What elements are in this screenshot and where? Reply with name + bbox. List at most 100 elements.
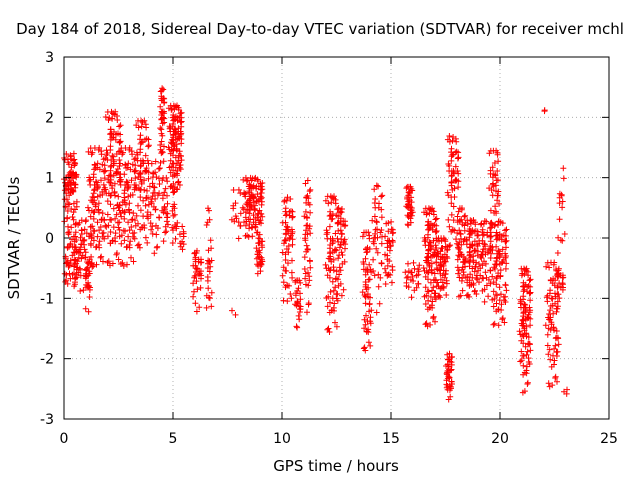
- data-point-1278: [333, 291, 340, 298]
- data-point-599: [144, 187, 150, 194]
- data-point-2173: [521, 388, 528, 395]
- data-point-2268: [553, 349, 560, 356]
- data-point-2000: [495, 158, 502, 165]
- data-point-1285: [331, 300, 338, 307]
- data-point-280: [88, 232, 95, 239]
- data-point-2119: [496, 234, 503, 241]
- data-point-644: [149, 174, 156, 181]
- data-point-1985: [480, 275, 487, 282]
- data-point-431: [107, 131, 114, 138]
- data-point-1488: [405, 189, 412, 196]
- data-point-679: [158, 108, 165, 115]
- data-point-1496: [405, 198, 412, 205]
- data-point-689: [162, 185, 169, 192]
- data-point-192: [76, 219, 83, 226]
- data-point-256: [98, 151, 105, 158]
- data-point-1505: [411, 287, 418, 294]
- data-point-1427: [382, 265, 388, 272]
- data-point-1760: [454, 155, 461, 162]
- data-point-684: [160, 158, 167, 165]
- data-point-1005: [250, 194, 257, 201]
- data-point-1176: [307, 209, 314, 216]
- x-axis-ticks: 0 5 10 15 20 25: [60, 57, 618, 447]
- data-point-1373: [368, 307, 375, 314]
- data-point-1257: [332, 284, 339, 291]
- data-point-570: [143, 135, 150, 142]
- data-point-13: [69, 252, 76, 259]
- data-point-1672: [435, 283, 442, 290]
- data-point-1182: [302, 180, 309, 187]
- data-point-965: [242, 214, 249, 221]
- data-point-1492: [406, 197, 413, 204]
- data-point-2287: [548, 321, 555, 328]
- data-point-1581: [422, 242, 429, 249]
- data-point-470: [115, 148, 122, 155]
- data-point-511: [118, 213, 125, 220]
- data-point-1396: [378, 214, 385, 221]
- data-point-422: [108, 162, 115, 169]
- data-point-621: [147, 211, 154, 218]
- data-point-699: [161, 206, 168, 213]
- data-point-2137: [524, 348, 531, 355]
- data-point-1435: [384, 262, 391, 269]
- data-point-1718: [447, 383, 454, 390]
- data-point-1030: [252, 207, 259, 214]
- data-point-42: [67, 275, 74, 282]
- data-point-269: [99, 210, 106, 217]
- data-point-2082: [499, 258, 506, 265]
- data-point-1562: [422, 301, 429, 307]
- data-point-1623: [427, 321, 434, 328]
- y-tick-label-0: 0: [45, 231, 54, 247]
- data-point-2285: [544, 342, 551, 349]
- data-point-1270: [325, 293, 332, 300]
- data-point-1823: [461, 213, 468, 220]
- data-point-793: [167, 183, 174, 190]
- data-point-1843: [457, 292, 464, 299]
- data-point-1094: [283, 197, 290, 204]
- data-point-1299: [336, 244, 343, 251]
- data-point-1385: [375, 271, 382, 278]
- data-point-420: [116, 202, 123, 208]
- data-point-945: [252, 216, 259, 222]
- data-point-262: [88, 207, 95, 214]
- data-point-2319: [561, 231, 568, 237]
- data-point-2206: [521, 286, 528, 293]
- data-point-1933: [487, 225, 493, 232]
- data-point-421: [114, 166, 121, 172]
- data-point-687: [160, 238, 167, 245]
- data-point-107: [65, 200, 72, 207]
- data-point-1243: [322, 261, 329, 268]
- data-point-1106: [283, 211, 290, 218]
- data-point-376: [112, 235, 118, 241]
- y-tick-label-2: 2: [45, 110, 54, 126]
- data-point-1149: [297, 303, 304, 310]
- data-point-1633: [430, 313, 437, 320]
- data-point-514: [116, 178, 123, 184]
- data-point-2097: [493, 275, 500, 282]
- data-point-1920: [466, 293, 473, 300]
- data-point-2323: [560, 165, 567, 172]
- data-point-1279: [335, 205, 342, 211]
- data-point-360: [102, 114, 109, 120]
- data-point-597: [142, 202, 149, 209]
- data-point-844: [176, 231, 183, 238]
- data-point-1017: [244, 232, 251, 239]
- data-point-105: [70, 209, 77, 216]
- data-point-214: [83, 267, 90, 274]
- data-point-366: [114, 117, 121, 123]
- data-point-371: [104, 156, 111, 163]
- data-point-814: [174, 102, 180, 109]
- data-point-2067: [495, 270, 502, 277]
- data-point-983: [246, 225, 253, 232]
- data-point-1480: [405, 222, 412, 229]
- data-point-63: [69, 271, 76, 278]
- data-point-847: [180, 233, 187, 240]
- data-point-1684: [442, 258, 449, 265]
- data-point-918: [232, 200, 239, 207]
- data-point-266: [95, 242, 102, 248]
- data-point-579: [139, 138, 146, 145]
- data-point-1774: [448, 200, 455, 207]
- data-point-2320: [556, 200, 563, 207]
- data-point-884: [194, 266, 201, 273]
- data-point-139: [70, 175, 76, 182]
